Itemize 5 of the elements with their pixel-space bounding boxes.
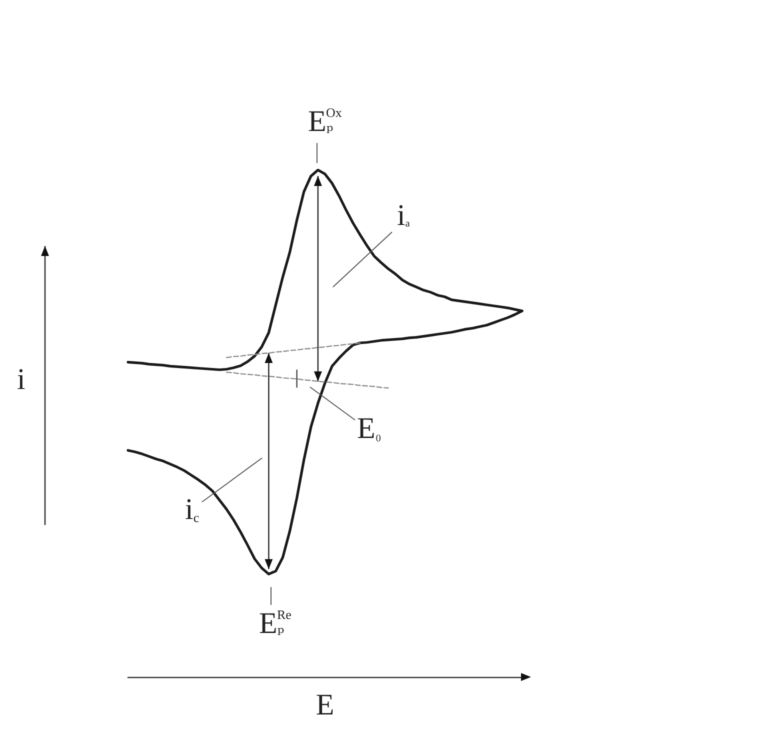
annotation: i$_{c}$ xyxy=(185,493,200,526)
y-axis-title: i xyxy=(17,363,26,396)
annotation: iₐ xyxy=(397,199,410,232)
annotation: E₀ xyxy=(357,412,382,445)
x-axis-title: E xyxy=(316,688,334,722)
